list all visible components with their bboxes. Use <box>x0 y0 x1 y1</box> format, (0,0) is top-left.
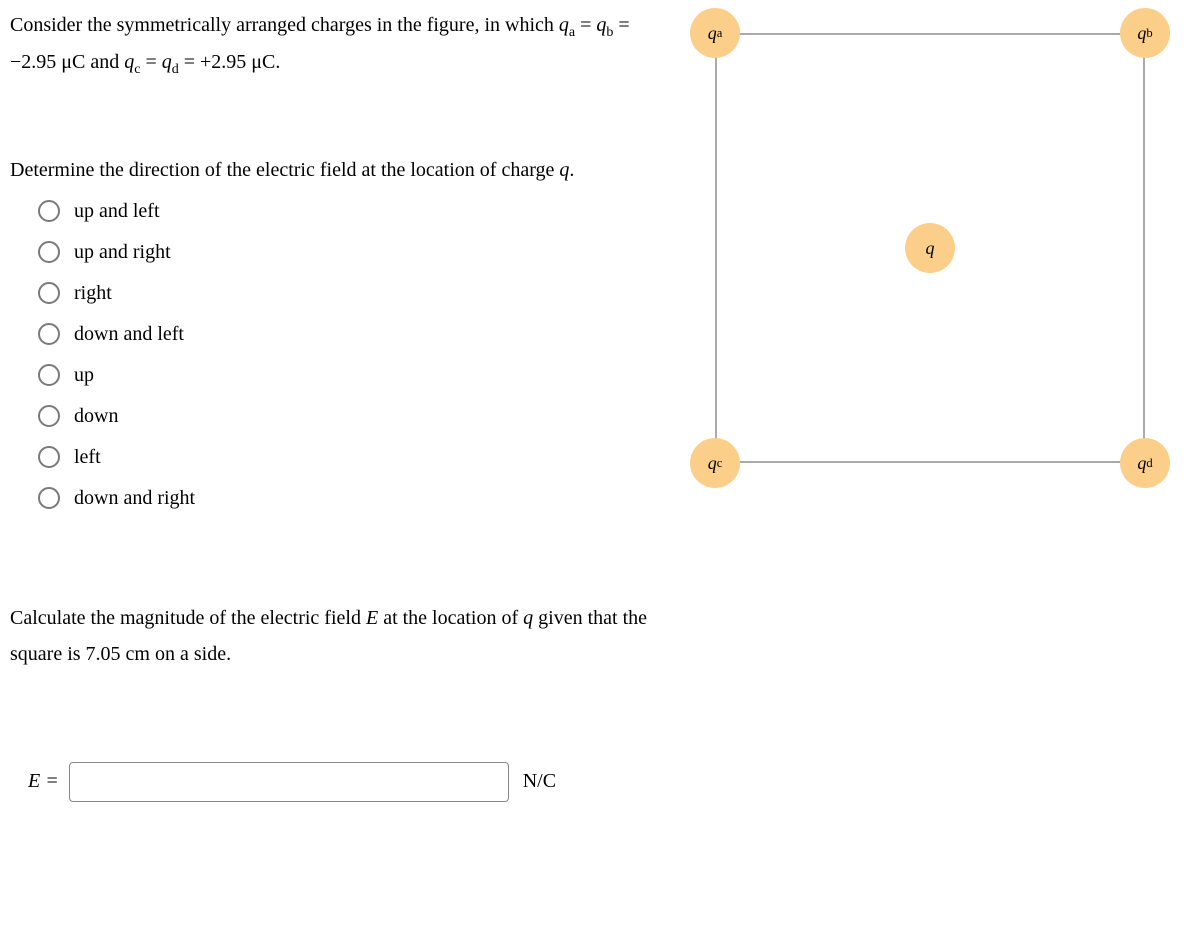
radio-icon <box>38 364 60 386</box>
radio-icon <box>38 487 60 509</box>
radio-icon <box>38 405 60 427</box>
option-up[interactable]: up <box>38 364 650 387</box>
answer-label: E = <box>28 770 59 793</box>
magnitude-input[interactable] <box>69 762 509 802</box>
option-down-and-left[interactable]: down and left <box>38 323 650 346</box>
problem-intro: Consider the symmetrically arranged char… <box>10 8 650 82</box>
magnitude-question-prompt: Calculate the magnitude of the electric … <box>10 600 650 672</box>
option-label: up <box>74 364 94 387</box>
charge-q: q <box>905 223 955 273</box>
charge-qb: qb <box>1120 8 1170 58</box>
charge-qc: qc <box>690 438 740 488</box>
option-label: up and left <box>74 200 160 223</box>
option-left[interactable]: left <box>38 446 650 469</box>
option-label: down and right <box>74 487 195 510</box>
radio-icon <box>38 446 60 468</box>
direction-options: up and left up and right right down and lef… <box>38 200 650 510</box>
answer-unit: N/C <box>523 770 556 793</box>
radio-icon <box>38 323 60 345</box>
option-label: right <box>74 282 112 305</box>
option-right[interactable]: right <box>38 282 650 305</box>
charge-qa: qa <box>690 8 740 58</box>
charge-diagram: qa qb qc qd q <box>690 8 1170 488</box>
option-up-and-left[interactable]: up and left <box>38 200 650 223</box>
charge-qd: qd <box>1120 438 1170 488</box>
radio-icon <box>38 241 60 263</box>
option-label: up and right <box>74 241 171 264</box>
radio-icon <box>38 200 60 222</box>
radio-icon <box>38 282 60 304</box>
option-down[interactable]: down <box>38 405 650 428</box>
option-down-and-right[interactable]: down and right <box>38 487 650 510</box>
option-label: down and left <box>74 323 184 346</box>
option-label: down <box>74 405 118 428</box>
option-up-and-right[interactable]: up and right <box>38 241 650 264</box>
option-label: left <box>74 446 101 469</box>
direction-question-prompt: Determine the direction of the electric … <box>10 152 650 188</box>
